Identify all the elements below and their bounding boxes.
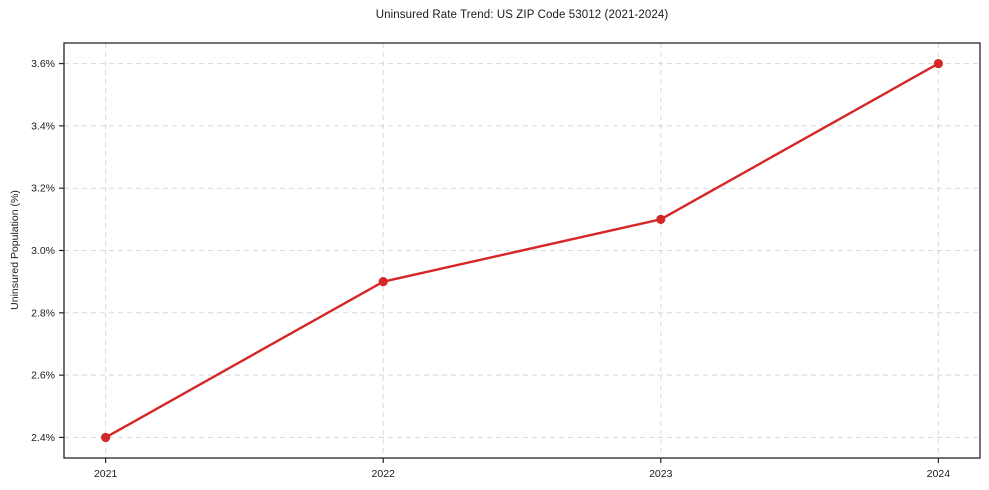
x-tick-label: 2022 xyxy=(372,468,396,480)
y-tick-label: 3.0% xyxy=(31,245,55,257)
data-point xyxy=(656,214,666,224)
trend-line xyxy=(104,62,940,439)
data-point xyxy=(378,277,388,287)
x-tick-label: 2021 xyxy=(94,468,118,480)
y-tick-label: 3.2% xyxy=(31,183,55,195)
y-tick-label: 2.6% xyxy=(31,370,55,382)
data-point xyxy=(933,58,943,69)
chart-title: Uninsured Rate Trend: US ZIP Code 53012 … xyxy=(375,9,669,21)
x-tick-label: 2024 xyxy=(927,468,951,480)
y-tick-label: 3.6% xyxy=(31,58,55,70)
y-tick-label: 3.4% xyxy=(31,120,55,132)
y-tick-label: 2.4% xyxy=(31,432,55,444)
y-tick-label: 2.8% xyxy=(31,307,55,319)
data-point xyxy=(101,432,111,443)
x-tick-label: 2023 xyxy=(649,468,673,480)
